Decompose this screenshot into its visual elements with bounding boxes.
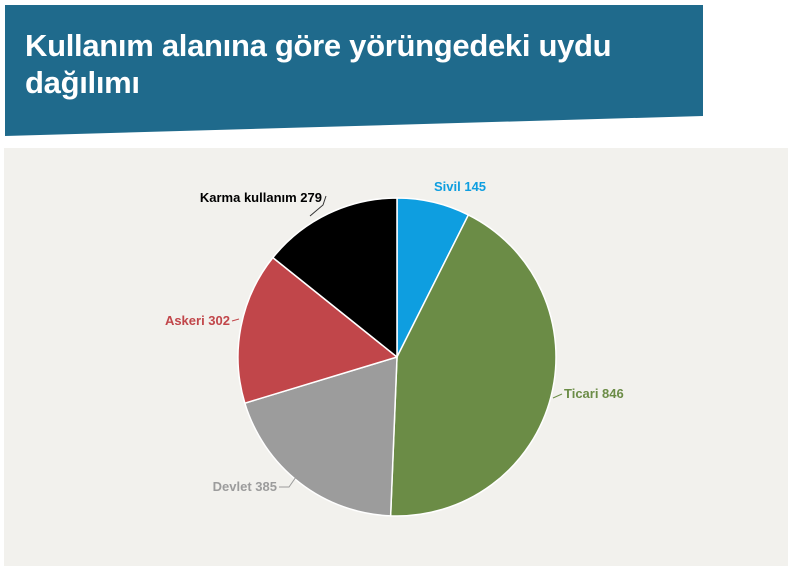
title-banner bbox=[5, 5, 703, 136]
pie-labels: Sivil 145 Ticari 846 Devlet 385 Askeri 302 K… bbox=[165, 179, 624, 494]
pie-leader-lines bbox=[231, 195, 563, 488]
leader-line-karma-kullanım bbox=[309, 195, 327, 217]
leader-line-devlet bbox=[279, 473, 309, 488]
pie-label-sivil: Sivil 145 bbox=[434, 179, 486, 194]
pie-slice-ticari bbox=[389, 214, 557, 517]
pie-label-ticari: Ticari 846 bbox=[564, 386, 624, 401]
pie-slice-devlet bbox=[244, 356, 398, 517]
leader-line-askeri bbox=[231, 318, 240, 322]
leader-line-ticari bbox=[552, 393, 563, 399]
pie-label-karma-kullanım: Karma kullanım 279 bbox=[200, 190, 322, 205]
pie-slice-askeri bbox=[237, 256, 398, 404]
pie-label-askeri: Askeri 302 bbox=[165, 313, 230, 328]
pie-label-devlet: Devlet 385 bbox=[213, 479, 277, 494]
pie-slice-karma-kullanım bbox=[272, 197, 398, 358]
title-banner-shape bbox=[5, 5, 703, 136]
pie-slices bbox=[237, 197, 557, 517]
chart-title: Kullanım alanına göre yörüngedeki uydu d… bbox=[25, 28, 612, 100]
